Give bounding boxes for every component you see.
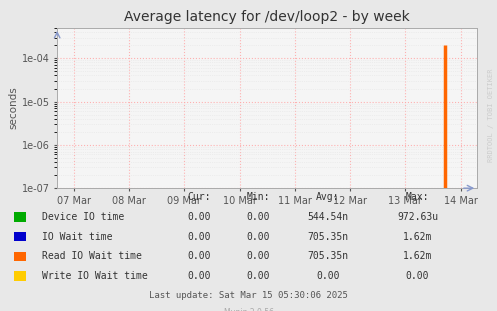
Title: Average latency for /dev/loop2 - by week: Average latency for /dev/loop2 - by week — [124, 10, 410, 24]
Text: 0.00: 0.00 — [247, 251, 270, 261]
Text: 0.00: 0.00 — [187, 232, 211, 242]
Text: 705.35n: 705.35n — [308, 232, 348, 242]
Text: 705.35n: 705.35n — [308, 251, 348, 261]
Text: Max:: Max: — [406, 193, 429, 202]
Text: 0.00: 0.00 — [187, 212, 211, 222]
Text: Last update: Sat Mar 15 05:30:06 2025: Last update: Sat Mar 15 05:30:06 2025 — [149, 291, 348, 300]
Text: Min:: Min: — [247, 193, 270, 202]
Text: Read IO Wait time: Read IO Wait time — [42, 251, 142, 261]
Text: 0.00: 0.00 — [316, 271, 340, 281]
Text: 0.00: 0.00 — [247, 232, 270, 242]
Text: Device IO time: Device IO time — [42, 212, 124, 222]
Text: 0.00: 0.00 — [247, 271, 270, 281]
Text: 544.54n: 544.54n — [308, 212, 348, 222]
Text: 0.00: 0.00 — [187, 251, 211, 261]
Text: 0.00: 0.00 — [247, 212, 270, 222]
Text: Avg:: Avg: — [316, 193, 340, 202]
Text: 972.63u: 972.63u — [397, 212, 438, 222]
Text: RRDTOOL / TOBI OETIKER: RRDTOOL / TOBI OETIKER — [488, 68, 494, 162]
Text: Cur:: Cur: — [187, 193, 211, 202]
Text: IO Wait time: IO Wait time — [42, 232, 113, 242]
Text: 0.00: 0.00 — [187, 271, 211, 281]
Text: 0.00: 0.00 — [406, 271, 429, 281]
Text: Write IO Wait time: Write IO Wait time — [42, 271, 148, 281]
Text: Munin 2.0.56: Munin 2.0.56 — [224, 308, 273, 311]
Text: 1.62m: 1.62m — [403, 251, 432, 261]
Text: 1.62m: 1.62m — [403, 232, 432, 242]
Y-axis label: seconds: seconds — [9, 87, 19, 129]
